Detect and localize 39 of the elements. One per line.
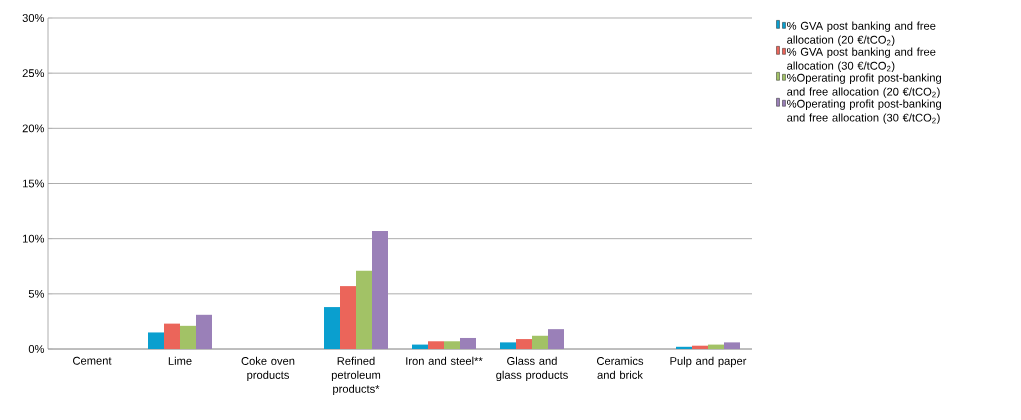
- legend-label: %Operating profit post-banking and free allocation (20 €/tCO$_{2}$): [787, 73, 941, 98]
- bar: [196, 314, 212, 349]
- bar: [428, 341, 444, 349]
- y-tick-label: 10%: [22, 234, 45, 243]
- x-tick-label: Pulp and paper: [670, 356, 747, 368]
- bar: [708, 344, 724, 349]
- bar: [372, 230, 388, 349]
- bar: [676, 346, 692, 349]
- x-tick-label: Glass and glass products: [496, 356, 568, 382]
- bar: [356, 270, 372, 349]
- y-tick-label: 0%: [28, 345, 45, 353]
- y-tick-label: 20%: [22, 124, 45, 133]
- legend-label: %Operating profit post-banking and free allocation (30 €/tCO$_{2}$): [787, 99, 941, 124]
- bar: [532, 335, 548, 349]
- bar: [500, 342, 516, 349]
- x-tick-label: Refined petroleum products*: [331, 356, 381, 396]
- x-tick-label: Iron and steel**: [406, 356, 483, 365]
- bar: [164, 323, 180, 349]
- bar: [548, 329, 564, 349]
- x-tick-label: Lime: [168, 356, 192, 365]
- x-tick-label: Ceramics and brick: [597, 356, 644, 379]
- y-tick-label: 25%: [22, 69, 45, 78]
- bar: [516, 339, 532, 349]
- y-tick-label: 15%: [22, 179, 45, 188]
- bar: [412, 344, 428, 349]
- bar: [692, 345, 708, 349]
- y-tick-label: 5%: [28, 289, 45, 298]
- legend-label: % GVA post banking and free allocation (20 €/tCO$_{2}$): [787, 21, 936, 46]
- legend-label: % GVA post banking and free allocation (30 €/tCO$_{2}$): [787, 47, 936, 72]
- y-tick-label: 30%: [22, 14, 45, 22]
- bar: [444, 341, 460, 349]
- bar: [180, 325, 196, 349]
- x-tick-label: Cement: [73, 356, 112, 365]
- bar: [340, 286, 356, 349]
- bar: [724, 342, 740, 349]
- bar: [324, 307, 340, 349]
- bar: [148, 332, 164, 349]
- bar: [460, 337, 476, 349]
- x-tick-label: Coke oven products: [241, 356, 295, 382]
